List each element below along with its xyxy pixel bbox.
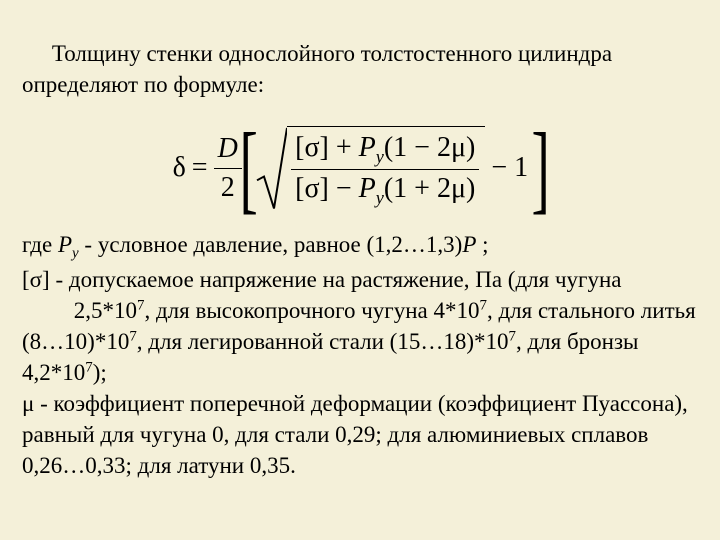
frac-D2-den: 2 <box>217 169 239 207</box>
formula: δ = D 2 [ <box>22 123 698 213</box>
page: Толщину стенки однослойного толстостенно… <box>0 0 720 499</box>
t: , для высокопрочного чугуна 4*10 <box>144 298 479 323</box>
def-mu: μ - коэффициент поперечной деформации (к… <box>22 388 698 481</box>
radical-sign <box>255 126 287 210</box>
bracket-right: ] <box>532 123 550 213</box>
minus-one: − 1 <box>491 149 528 187</box>
frac-sigma: [σ] + Py(1 − 2μ) [σ] − Py(1 + 2μ) <box>291 129 479 210</box>
def-py: где Py - условное давление, равное (1,2…… <box>22 229 698 264</box>
intro-text: Толщину стенки однослойного толстостенно… <box>22 38 698 100</box>
sqrt: [σ] + Py(1 − 2μ) [σ] − Py(1 + 2μ) <box>255 126 485 210</box>
sym-delta: δ <box>173 149 186 187</box>
t: P <box>58 232 72 257</box>
den-part1: [σ] − P <box>295 173 376 204</box>
num-sub: y <box>376 147 384 167</box>
t: 7 <box>479 297 486 313</box>
t: P <box>462 232 476 257</box>
t: ); <box>93 360 107 385</box>
t: - условное давление, равное (1,2…1,3) <box>79 232 463 257</box>
t: ; <box>476 232 488 257</box>
den-sub: y <box>376 188 384 208</box>
t: 7 <box>85 359 92 375</box>
frac-sigma-num: [σ] + Py(1 − 2μ) <box>291 129 479 169</box>
t: где <box>22 232 58 257</box>
def-sigma: [σ] - допускаемое напряжение на растяжен… <box>22 264 698 388</box>
frac-sigma-den: [σ] − Py(1 + 2μ) <box>291 170 479 210</box>
num-part2: (1 − 2μ) <box>384 132 475 163</box>
frac-D2: D 2 <box>214 130 242 207</box>
radicand: [σ] + Py(1 − 2μ) [σ] − Py(1 + 2μ) <box>287 126 485 210</box>
t: 7 <box>129 328 136 344</box>
definitions: где Py - условное давление, равное (1,2…… <box>22 229 698 481</box>
t: y <box>72 246 79 262</box>
t: , для легированной стали (15…18)*10 <box>137 329 509 354</box>
sym-eq: = <box>192 149 208 187</box>
num-part1: [σ] + P <box>295 132 376 163</box>
den-part2: (1 + 2μ) <box>384 173 475 204</box>
frac-D2-num: D <box>214 130 242 168</box>
t: 7 <box>508 328 515 344</box>
